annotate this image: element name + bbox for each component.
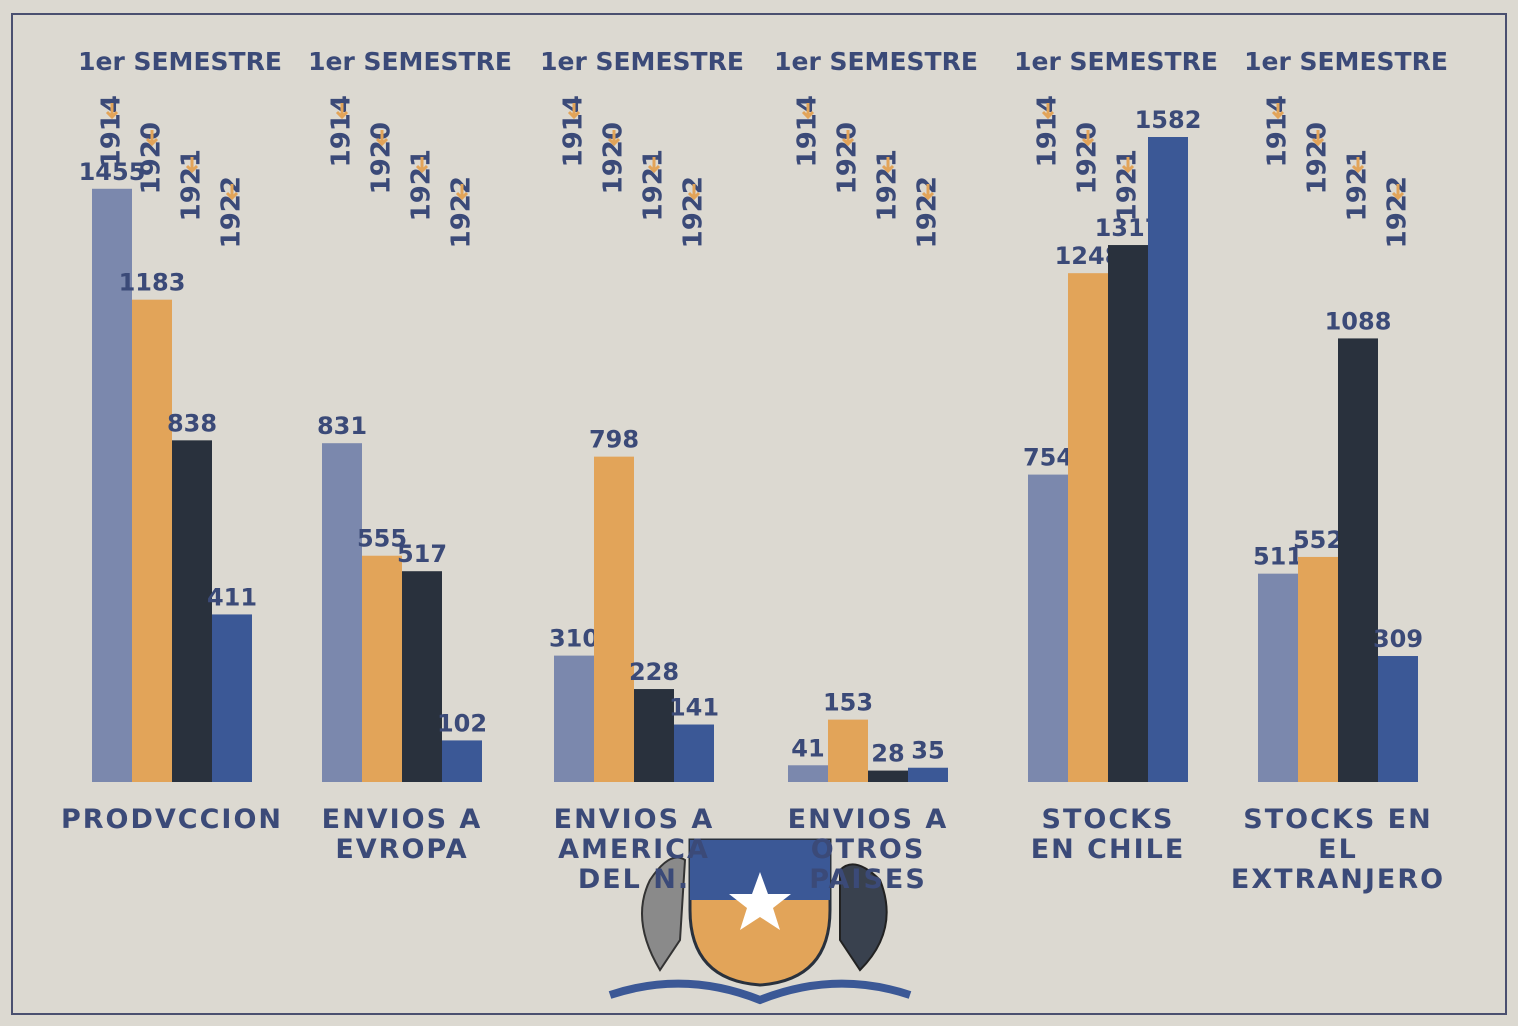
bar bbox=[1338, 338, 1378, 782]
value-label: 1455 bbox=[79, 158, 146, 186]
value-label: 41 bbox=[791, 734, 824, 762]
category-label: PRODVCCION bbox=[60, 804, 284, 835]
value-label: 552 bbox=[1293, 526, 1343, 554]
year-arrow bbox=[921, 184, 935, 201]
group-header: 1er SEMESTRE bbox=[308, 47, 512, 76]
bar bbox=[362, 555, 402, 782]
category-label: ENVIOS A AMERICA DEL N. bbox=[553, 804, 715, 895]
year-arrow bbox=[105, 103, 119, 120]
bar bbox=[1148, 137, 1188, 782]
bar bbox=[212, 614, 252, 782]
year-arrow bbox=[375, 130, 389, 147]
category-label: ENVIOS A OTROS PAISES bbox=[787, 804, 949, 895]
year-arrow bbox=[1121, 157, 1135, 174]
value-label: 1582 bbox=[1135, 106, 1202, 134]
value-label: 754 bbox=[1023, 444, 1073, 472]
bar bbox=[908, 767, 948, 782]
year-arrow bbox=[841, 130, 855, 147]
bar bbox=[634, 689, 674, 782]
year-arrow bbox=[415, 157, 429, 174]
value-label: 555 bbox=[357, 525, 407, 553]
bar bbox=[322, 443, 362, 782]
year-arrow bbox=[1081, 130, 1095, 147]
bar bbox=[92, 188, 132, 782]
value-label: 1183 bbox=[119, 269, 186, 297]
bar bbox=[828, 719, 868, 782]
category-label: ENVIOS A EVROPA bbox=[321, 804, 483, 865]
bar bbox=[442, 740, 482, 782]
value-label: 35 bbox=[911, 737, 944, 765]
year-arrow bbox=[185, 157, 199, 174]
bar bbox=[172, 440, 212, 782]
group-header: 1er SEMESTRE bbox=[540, 47, 744, 76]
value-label: 798 bbox=[589, 426, 639, 454]
category-label: STOCKS EN EL EXTRANJERO bbox=[1230, 804, 1446, 895]
year-arrow bbox=[1351, 157, 1365, 174]
year-arrow bbox=[801, 103, 815, 120]
year-arrow bbox=[145, 130, 159, 147]
bar bbox=[868, 770, 908, 782]
group-header: 1er SEMESTRE bbox=[774, 47, 978, 76]
bar bbox=[132, 299, 172, 782]
year-arrow bbox=[335, 103, 349, 120]
year-arrow bbox=[225, 184, 239, 201]
year-arrow bbox=[647, 157, 661, 174]
bar bbox=[594, 456, 634, 782]
year-arrow bbox=[455, 184, 469, 201]
value-label: 310 bbox=[549, 625, 599, 653]
year-arrow bbox=[1311, 130, 1325, 147]
value-label: 102 bbox=[437, 709, 487, 737]
value-label: 309 bbox=[1373, 625, 1423, 653]
year-arrow bbox=[1271, 103, 1285, 120]
category-label: STOCKS EN CHILE bbox=[1030, 804, 1186, 865]
value-label: 28 bbox=[871, 740, 904, 768]
group-header: 1er SEMESTRE bbox=[1014, 47, 1218, 76]
group-header: 1er SEMESTRE bbox=[1244, 47, 1448, 76]
value-label: 153 bbox=[823, 689, 873, 717]
year-arrow bbox=[567, 103, 581, 120]
year-arrow bbox=[607, 130, 621, 147]
bar bbox=[1298, 556, 1338, 782]
year-arrow bbox=[1391, 184, 1405, 201]
bar bbox=[674, 724, 714, 782]
frame bbox=[11, 13, 1507, 1015]
bar bbox=[1028, 474, 1068, 782]
bar bbox=[1068, 273, 1108, 782]
bar bbox=[1258, 573, 1298, 782]
value-label: 517 bbox=[397, 540, 447, 568]
value-label: 831 bbox=[317, 412, 367, 440]
bar bbox=[788, 765, 828, 782]
value-label: 411 bbox=[207, 583, 257, 611]
value-label: 511 bbox=[1253, 543, 1303, 571]
value-label: 141 bbox=[669, 694, 719, 722]
coat-of-arms bbox=[608, 838, 912, 1005]
year-arrow bbox=[1041, 103, 1055, 120]
group-header: 1er SEMESTRE bbox=[78, 47, 282, 76]
bar bbox=[1108, 245, 1148, 783]
value-label: 228 bbox=[629, 658, 679, 686]
bar bbox=[402, 571, 442, 782]
value-label: 838 bbox=[167, 409, 217, 437]
value-label: 1088 bbox=[1325, 307, 1392, 335]
bar bbox=[554, 655, 594, 782]
year-arrow bbox=[881, 157, 895, 174]
year-arrow bbox=[687, 184, 701, 201]
bar bbox=[1378, 656, 1418, 782]
